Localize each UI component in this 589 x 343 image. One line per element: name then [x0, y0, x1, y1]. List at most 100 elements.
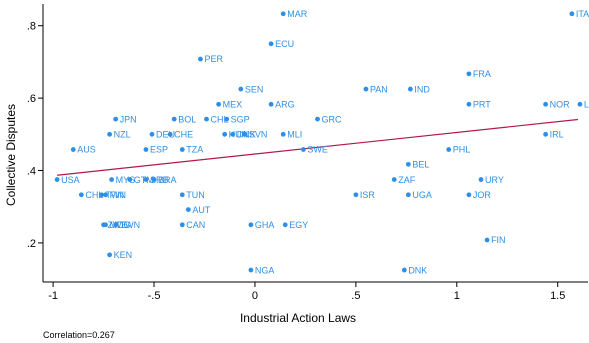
- data-point: [405, 161, 411, 167]
- point-label: MAR: [287, 9, 308, 19]
- point-label: SEN: [245, 84, 264, 94]
- point-label: CHL: [85, 190, 103, 200]
- point-label: CAN: [186, 220, 205, 230]
- point-label: MEX: [223, 99, 243, 109]
- data-point: [70, 147, 76, 152]
- point-label: GHA: [255, 220, 275, 230]
- data-point: [577, 101, 583, 107]
- data-point: [171, 116, 177, 122]
- data-point: [478, 177, 484, 182]
- point-label: FRA: [473, 69, 491, 79]
- data-point: [143, 147, 149, 152]
- point-label: CHL: [211, 114, 229, 124]
- point-label: NOR: [550, 99, 571, 109]
- point-label: ISR: [360, 190, 376, 200]
- data-point: [280, 11, 286, 17]
- data-point: [268, 41, 274, 47]
- point-label: ECU: [275, 39, 294, 49]
- point-label: USA: [61, 175, 80, 185]
- data-point: [204, 116, 209, 122]
- point-label: NGA: [255, 265, 275, 275]
- data-point: [149, 131, 155, 137]
- data-point: [282, 222, 288, 228]
- point-label: URY: [485, 175, 504, 185]
- data-point: [569, 11, 575, 17]
- point-label: NZL: [114, 130, 131, 140]
- point-label: PAN: [370, 84, 388, 94]
- data-point: [54, 177, 60, 182]
- x-tick-label: .5: [351, 290, 360, 302]
- point-label: JOR: [473, 190, 492, 200]
- data-point: [167, 131, 173, 137]
- point-label: TUN: [186, 190, 205, 200]
- point-label: SGP: [231, 114, 250, 124]
- point-label: DNK: [408, 265, 427, 275]
- y-ticks: .2 .4 .6 .8: [27, 21, 43, 250]
- x-tick-label: -1: [48, 290, 58, 302]
- data-point: [543, 131, 549, 137]
- correlation-note: Correlation=0.267: [43, 330, 115, 340]
- point-label: EGY: [289, 220, 308, 230]
- point-label: SVN: [249, 130, 268, 140]
- data-point: [238, 86, 244, 92]
- point-label: SWE: [307, 145, 328, 155]
- point-label: IRL: [550, 130, 564, 140]
- data-point: [198, 56, 203, 62]
- point-label: MDG: [110, 220, 131, 230]
- x-tick-label: -.5: [148, 290, 161, 302]
- point-label: JPN: [120, 114, 137, 124]
- data-point: [315, 116, 320, 122]
- point-label: SRB: [150, 175, 169, 185]
- point-label: FIN: [110, 190, 125, 200]
- data-point: [78, 192, 84, 198]
- point-label: ARG: [275, 99, 295, 109]
- x-axis-title: Industrial Action Laws: [240, 311, 356, 325]
- data-point: [248, 267, 254, 273]
- data-point: [113, 222, 119, 228]
- point-label: BRA: [158, 175, 177, 185]
- data-point: [405, 192, 411, 198]
- data-point: [248, 222, 254, 228]
- point-label: BOL: [178, 114, 196, 124]
- data-point: [222, 131, 228, 137]
- data-point: [242, 131, 248, 137]
- data-point: [179, 192, 185, 198]
- y-tick-label: .6: [27, 93, 36, 105]
- data-point: [99, 192, 104, 198]
- data-point: [179, 147, 185, 152]
- data-point: [103, 192, 108, 198]
- data-point: [543, 101, 549, 107]
- data-point: [230, 131, 236, 137]
- data-point: [363, 86, 369, 92]
- point-label: LKA: [584, 99, 589, 109]
- data-point: [109, 177, 115, 182]
- point-label: UGA: [412, 190, 432, 200]
- data-point: [224, 116, 230, 122]
- point-label: TZA: [186, 145, 203, 155]
- point-label: KEN: [114, 250, 133, 260]
- y-tick-label: .4: [27, 166, 36, 178]
- point-label: IND: [414, 84, 430, 94]
- data-point: [107, 131, 113, 137]
- point-label: CHE: [174, 130, 193, 140]
- x-tick-label: 1: [454, 290, 460, 302]
- data-point: [151, 177, 157, 182]
- data-point: [407, 86, 413, 92]
- y-tick-label: .8: [27, 21, 36, 33]
- data-point: [353, 192, 359, 198]
- point-label: PRT: [473, 99, 491, 109]
- data-point: [268, 101, 274, 107]
- data-point: [466, 101, 472, 107]
- fit-line-group: [57, 118, 578, 176]
- point-label: DEU: [156, 130, 175, 140]
- data-point: [401, 267, 407, 273]
- point-label: ZAF: [398, 175, 416, 185]
- data-point: [280, 131, 286, 137]
- y-tick-label: .2: [27, 238, 36, 250]
- point-label: TWN: [106, 190, 127, 200]
- point-label: BEL: [412, 160, 429, 170]
- data-point: [216, 101, 222, 107]
- x-tick-label: 0: [252, 290, 258, 302]
- data-point: [446, 147, 452, 152]
